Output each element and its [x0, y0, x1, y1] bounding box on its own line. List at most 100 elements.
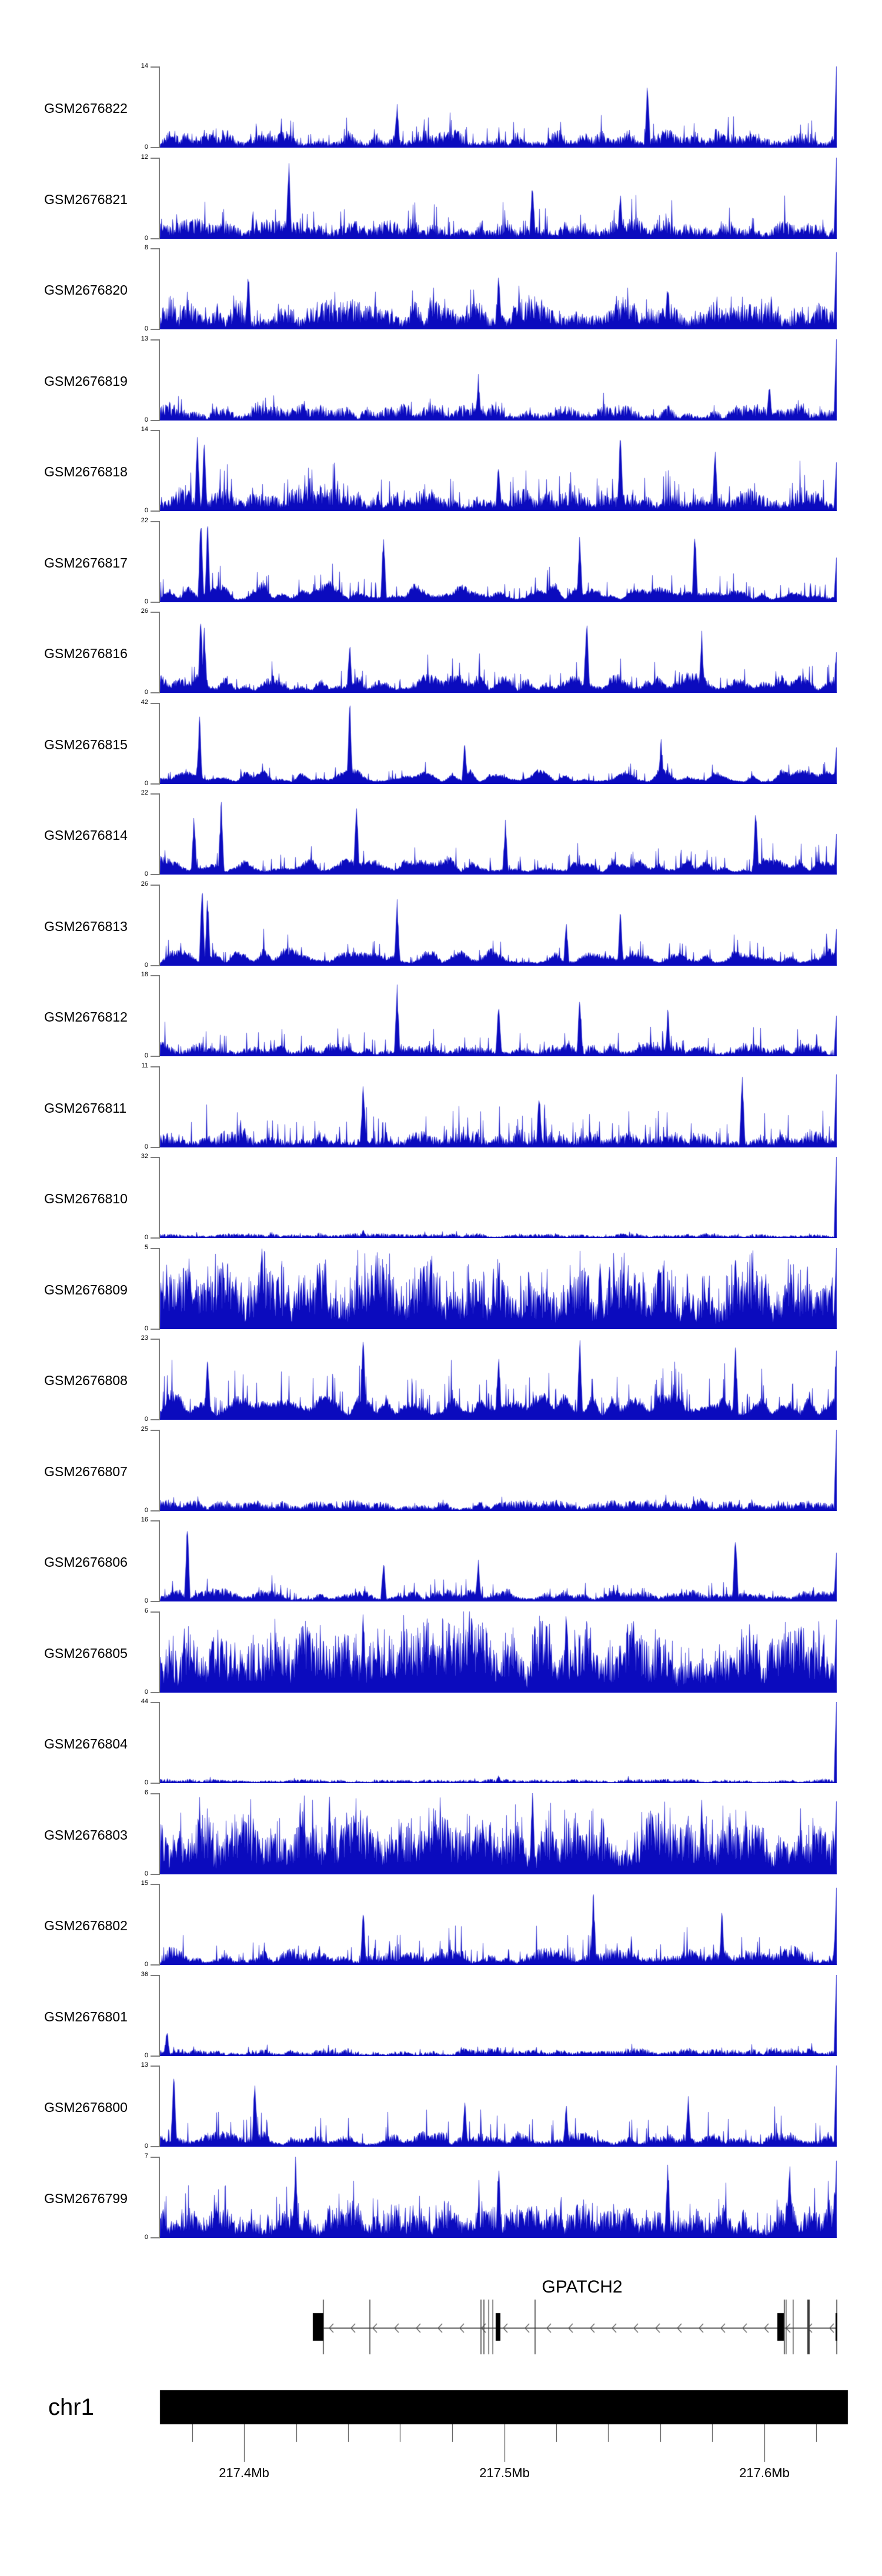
- gene-model-diagram: [0, 2258, 882, 2376]
- coverage-signal: [160, 1793, 837, 1874]
- track-sample-label: GSM2676814: [44, 827, 128, 843]
- y-axis-zero-label: 0: [144, 1870, 148, 1877]
- y-axis-top-tick: [151, 430, 159, 431]
- track-sample-label: GSM2676816: [44, 646, 128, 661]
- chromosome-ideogram-ruler: [0, 2376, 882, 2494]
- y-axis-max-label: 23: [141, 1334, 148, 1342]
- y-axis-zero-label: 0: [144, 1234, 148, 1241]
- y-axis-zero-tick: [151, 238, 159, 239]
- y-axis-max-label: 5: [144, 1243, 148, 1251]
- coverage-signal: [160, 339, 837, 421]
- y-axis-max-label: 14: [141, 426, 148, 433]
- track-sample-label: GSM2676808: [44, 1373, 128, 1388]
- coverage-signal: [160, 1520, 837, 1601]
- y-axis-zero-label: 0: [144, 689, 148, 696]
- y-axis-top-tick: [151, 793, 159, 795]
- coverage-signal: [160, 793, 837, 875]
- y-axis-top-tick: [151, 702, 159, 704]
- y-axis-top-tick: [151, 1793, 159, 1794]
- y-axis-zero-tick: [151, 1146, 159, 1148]
- y-axis-top-tick: [151, 1157, 159, 1158]
- coverage-track-GSM2676819: GSM2676819 13 0: [0, 335, 882, 423]
- coverage-track-GSM2676801: GSM2676801 36 0: [0, 1971, 882, 2059]
- y-axis-top-tick: [151, 612, 159, 613]
- y-axis-top-tick: [151, 248, 159, 249]
- coverage-signal: [160, 1702, 837, 1783]
- coverage-track-GSM2676813: GSM2676813 26 0: [0, 880, 882, 969]
- y-axis-zero-tick: [151, 1691, 159, 1693]
- y-axis-zero-label: 0: [144, 2051, 148, 2059]
- y-axis-max-label: 16: [141, 1516, 148, 1523]
- track-sample-label: GSM2676821: [44, 191, 128, 207]
- y-axis-max-label: 8: [144, 244, 148, 251]
- track-sample-label: GSM2676820: [44, 282, 128, 298]
- y-axis-max-label: 13: [141, 335, 148, 342]
- coverage-track-GSM2676816: GSM2676816 26 0: [0, 608, 882, 696]
- coverage-track-GSM2676822: GSM2676822 14 0: [0, 62, 882, 151]
- y-axis-max-label: 22: [141, 789, 148, 796]
- y-axis-zero-label: 0: [144, 1961, 148, 1968]
- y-axis-line: [159, 975, 160, 1057]
- y-axis-line: [159, 2156, 160, 2238]
- coverage-track-GSM2676804: GSM2676804 44 0: [0, 1698, 882, 1786]
- y-axis-max-label: 44: [141, 1698, 148, 1705]
- track-sample-label: GSM2676822: [44, 101, 128, 116]
- y-axis-line: [159, 1066, 160, 1148]
- y-axis-line: [159, 702, 160, 785]
- y-axis-zero-tick: [151, 965, 159, 966]
- y-axis-line: [159, 884, 160, 966]
- y-axis-max-label: 14: [141, 62, 148, 69]
- y-axis-zero-label: 0: [144, 1506, 148, 1514]
- track-sample-label: GSM2676800: [44, 2100, 128, 2115]
- y-axis-zero-tick: [151, 1237, 159, 1239]
- y-axis-zero-label: 0: [144, 1779, 148, 1786]
- y-axis-line: [159, 1520, 160, 1602]
- y-axis-zero-label: 0: [144, 1052, 148, 1059]
- y-axis-zero-tick: [151, 2055, 159, 2057]
- y-axis-top-tick: [151, 520, 159, 522]
- coverage-signal: [160, 702, 837, 784]
- y-axis-line: [159, 248, 160, 330]
- y-axis-top-tick: [151, 1066, 159, 1067]
- y-axis-zero-tick: [151, 2146, 159, 2147]
- y-axis-max-label: 13: [141, 2061, 148, 2068]
- track-sample-label: GSM2676818: [44, 464, 128, 479]
- coverage-signal: [160, 884, 837, 966]
- y-axis-top-tick: [151, 1339, 159, 1340]
- y-axis-top-tick: [151, 1884, 159, 1885]
- coverage-track-GSM2676807: GSM2676807 25 0: [0, 1426, 882, 1514]
- track-sample-label: GSM2676810: [44, 1191, 128, 1206]
- y-axis-zero-tick: [151, 1056, 159, 1057]
- coverage-track-GSM2676805: GSM2676805 6 0: [0, 1607, 882, 1696]
- y-axis-zero-label: 0: [144, 144, 148, 151]
- y-axis-top-tick: [151, 2156, 159, 2158]
- y-axis-zero-tick: [151, 329, 159, 330]
- coverage-signal: [160, 1157, 837, 1238]
- coverage-signal: [160, 1066, 837, 1147]
- y-axis-zero-label: 0: [144, 961, 148, 969]
- coverage-track-GSM2676800: GSM2676800 13 0: [0, 2061, 882, 2150]
- y-axis-line: [159, 2066, 160, 2147]
- track-sample-label: GSM2676799: [44, 2190, 128, 2206]
- y-axis-max-label: 22: [141, 516, 148, 524]
- coordinate-tick-label: 217.6Mb: [739, 2465, 790, 2480]
- y-axis-zero-label: 0: [144, 1324, 148, 1332]
- coverage-signal: [160, 975, 837, 1056]
- y-axis-zero-tick: [151, 1328, 159, 1330]
- coverage-track-GSM2676814: GSM2676814 22 0: [0, 789, 882, 877]
- coverage-track-GSM2676803: GSM2676803 6 0: [0, 1789, 882, 1877]
- y-axis-zero-tick: [151, 1510, 159, 1511]
- y-axis-top-tick: [151, 2066, 159, 2067]
- y-axis-top-tick: [151, 157, 159, 159]
- y-axis-line: [159, 430, 160, 512]
- coverage-signal: [160, 1611, 837, 1693]
- coverage-signal: [160, 66, 837, 148]
- y-axis-zero-label: 0: [144, 416, 148, 423]
- coverage-track-GSM2676818: GSM2676818 14 0: [0, 426, 882, 514]
- coordinate-tick-label: 217.5Mb: [479, 2465, 530, 2480]
- coverage-signal: [160, 2066, 837, 2147]
- y-axis-top-tick: [151, 1611, 159, 1613]
- y-axis-max-label: 42: [141, 698, 148, 706]
- y-axis-line: [159, 1793, 160, 1875]
